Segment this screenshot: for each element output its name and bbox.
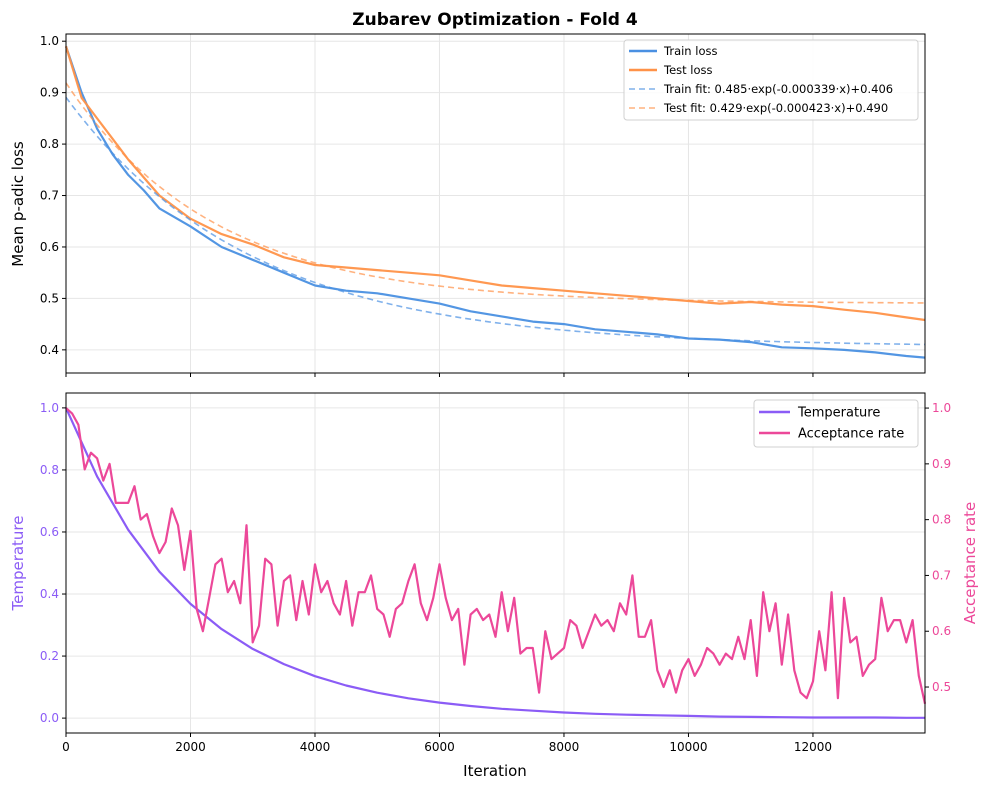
x-tick-label: 4000 [300, 740, 331, 754]
legend-label: Test fit: 0.429·exp(-0.000423·x)+0.490 [663, 101, 888, 115]
y-tick-label: 0.7 [40, 189, 59, 203]
x-tick-label: 0 [62, 740, 70, 754]
chart-title: Zubarev Optimization - Fold 4 [352, 10, 638, 30]
y-tick-label-right: 1.0 [932, 401, 951, 415]
x-tick-label: 2000 [175, 740, 206, 754]
y-tick-label: 0.4 [40, 343, 59, 357]
series-line-1 [64, 45, 926, 359]
series-line-2 [64, 45, 926, 322]
y-tick-label: 0.8 [40, 137, 59, 151]
y-tick-label: 0.5 [40, 291, 59, 305]
x-tick-label: 10000 [669, 740, 707, 754]
acceptance-rate-line [65, 407, 927, 705]
y-tick-label-right: 0.7 [932, 568, 951, 582]
y-tick-label-left: 0.2 [40, 649, 59, 663]
x-tick-label: 12000 [794, 740, 832, 754]
top-y-axis-label: Mean p-adic loss [9, 141, 27, 267]
y-tick-label-left: 1.0 [40, 401, 59, 415]
x-axis-label: Iteration [463, 762, 527, 780]
bottom-right-y-axis-label: Acceptance rate [961, 502, 979, 625]
x-tick-label: 6000 [424, 740, 455, 754]
top-legend: Train loss Test loss Train fit: 0.485·exp(… [623, 39, 919, 121]
legend-label: Train fit: 0.485·exp(-0.000339·x)+0.406 [663, 82, 893, 96]
bottom-left-y-axis-label: Temperature [9, 515, 27, 611]
y-tick-label: 0.9 [40, 86, 59, 100]
y-tick-label-left: 0.0 [40, 711, 59, 725]
bottom-axes-frame [65, 392, 926, 734]
bottom-legend: Temperature Acceptance rate [753, 399, 919, 448]
legend-label: Acceptance rate [798, 427, 904, 442]
y-tick-label-left: 0.4 [40, 587, 59, 601]
legend-label: Temperature [797, 406, 880, 421]
y-tick-label-right: 0.8 [932, 513, 951, 527]
top-axes-frame [65, 33, 926, 374]
y-tick-label-right: 0.9 [932, 457, 951, 471]
x-tick-label: 8000 [549, 740, 580, 754]
series-line-3 [65, 96, 925, 346]
y-tick-label: 0.6 [40, 240, 59, 254]
y-tick-label-left: 0.6 [40, 525, 59, 539]
y-tick-label: 1.0 [40, 34, 59, 48]
legend-label: Train loss [663, 44, 717, 58]
y-tick-label-right: 0.6 [932, 624, 951, 638]
series-line-4 [65, 82, 925, 304]
y-tick-label-right: 0.5 [932, 680, 951, 694]
y-tick-label-left: 0.8 [40, 463, 59, 477]
legend-label: Test loss [663, 63, 713, 77]
temperature-line [64, 407, 925, 719]
